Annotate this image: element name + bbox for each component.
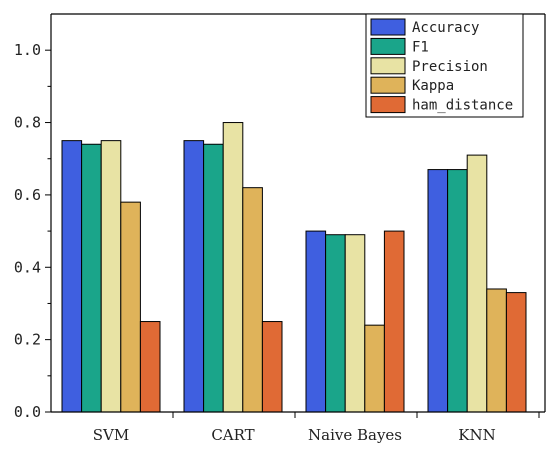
bar-accuracy-naive-bayes: [305, 230, 327, 413]
legend-swatch-accuracy: [370, 18, 406, 36]
bar-precision-cart: [222, 122, 244, 413]
bar-kappa-naive-bayes: [364, 324, 385, 413]
bar-precision-knn: [466, 154, 488, 413]
bar-ham-distance-knn: [505, 292, 527, 413]
legend-swatch-kappa: [370, 76, 406, 94]
legend: Accuracy F1 Precision Kappa ham_distance: [365, 13, 524, 118]
legend-swatch-f1: [370, 37, 406, 55]
bar-f1-svm: [81, 143, 102, 413]
legend-swatch-ham-distance: [370, 96, 406, 114]
bar-kappa-knn: [486, 288, 507, 413]
y-tick-label: 0.6: [14, 186, 41, 204]
bar-f1-naive-bayes: [325, 234, 346, 413]
legend-label-precision: Precision: [412, 59, 488, 75]
x-category-label: KNN: [458, 426, 495, 444]
bar-f1-knn: [447, 169, 468, 413]
bar-ham-distance-svm: [139, 321, 161, 413]
y-tick-label: 0.2: [14, 331, 41, 349]
bar-precision-naive-bayes: [344, 234, 366, 413]
bar-precision-svm: [100, 140, 122, 413]
bars-group: [61, 122, 527, 413]
y-tick-label: 0.8: [14, 114, 41, 132]
y-tick-label: 0.4: [14, 258, 41, 276]
x-category-label: CART: [211, 426, 254, 444]
bar-ham-distance-naive-bayes: [383, 230, 405, 413]
bar-kappa-cart: [242, 187, 263, 413]
legend-label-kappa: Kappa: [412, 78, 454, 94]
bar-kappa-svm: [120, 201, 141, 413]
bar-accuracy-svm: [61, 140, 83, 413]
bar-f1-cart: [203, 143, 224, 413]
bar-accuracy-cart: [183, 140, 205, 413]
x-category-label: Naive Bayes: [308, 426, 402, 444]
bar-ham-distance-cart: [261, 321, 283, 413]
y-tick-label: 1.0: [14, 41, 41, 59]
legend-label-accuracy: Accuracy: [412, 20, 479, 36]
y-tick-label: 0.0: [14, 403, 41, 421]
x-category-label: SVM: [93, 426, 129, 444]
axes-group: 0.0 0.2 0.4 0.6 0.8 1.0 SVM CART Naive Bayes KNN: [14, 13, 546, 444]
legend-label-f1: F1: [412, 39, 429, 55]
legend-swatch-precision: [370, 57, 406, 75]
legend-label-ham-distance: ham_distance: [412, 98, 513, 114]
bar-accuracy-knn: [427, 169, 449, 413]
